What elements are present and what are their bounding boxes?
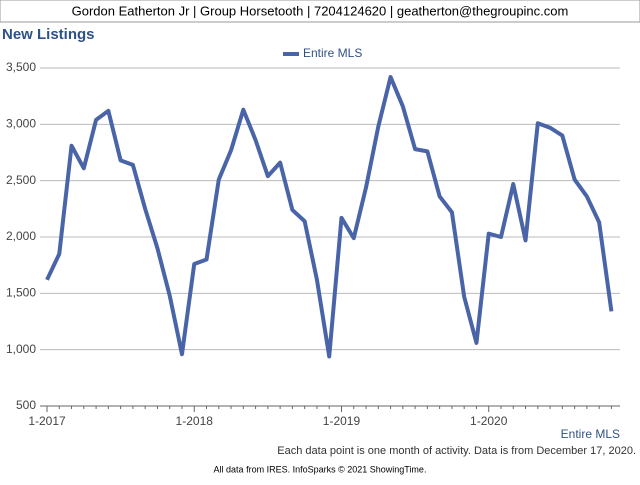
y-tick-label: 3,500 [6,60,36,74]
legend-label: Entire MLS [303,46,362,60]
y-tick-label: 1,500 [6,286,36,300]
header-bar [0,0,640,23]
y-tick-label: 2,000 [6,229,36,243]
chart-title: New Listings [2,26,95,43]
x-tick-label: 1-2018 [176,414,214,428]
y-tick-label: 3,000 [6,117,36,131]
x-tick-label: 1-2019 [323,414,361,428]
y-tick-label: 2,500 [6,173,36,187]
source: All data from IRES. InfoSparks © 2021 Sh… [214,464,427,474]
x-tick-label: 1-2017 [28,414,66,428]
header: Gordon Eatherton Jr | Group Horsetooth |… [72,3,569,18]
x-tick-label: 1-2020 [470,414,508,428]
note: Each data point is one month of activity… [277,445,636,457]
corner-label: Entire MLS [561,427,620,441]
y-tick-label: 500 [16,398,36,412]
y-tick-label: 1,000 [6,342,36,356]
line [45,75,614,359]
